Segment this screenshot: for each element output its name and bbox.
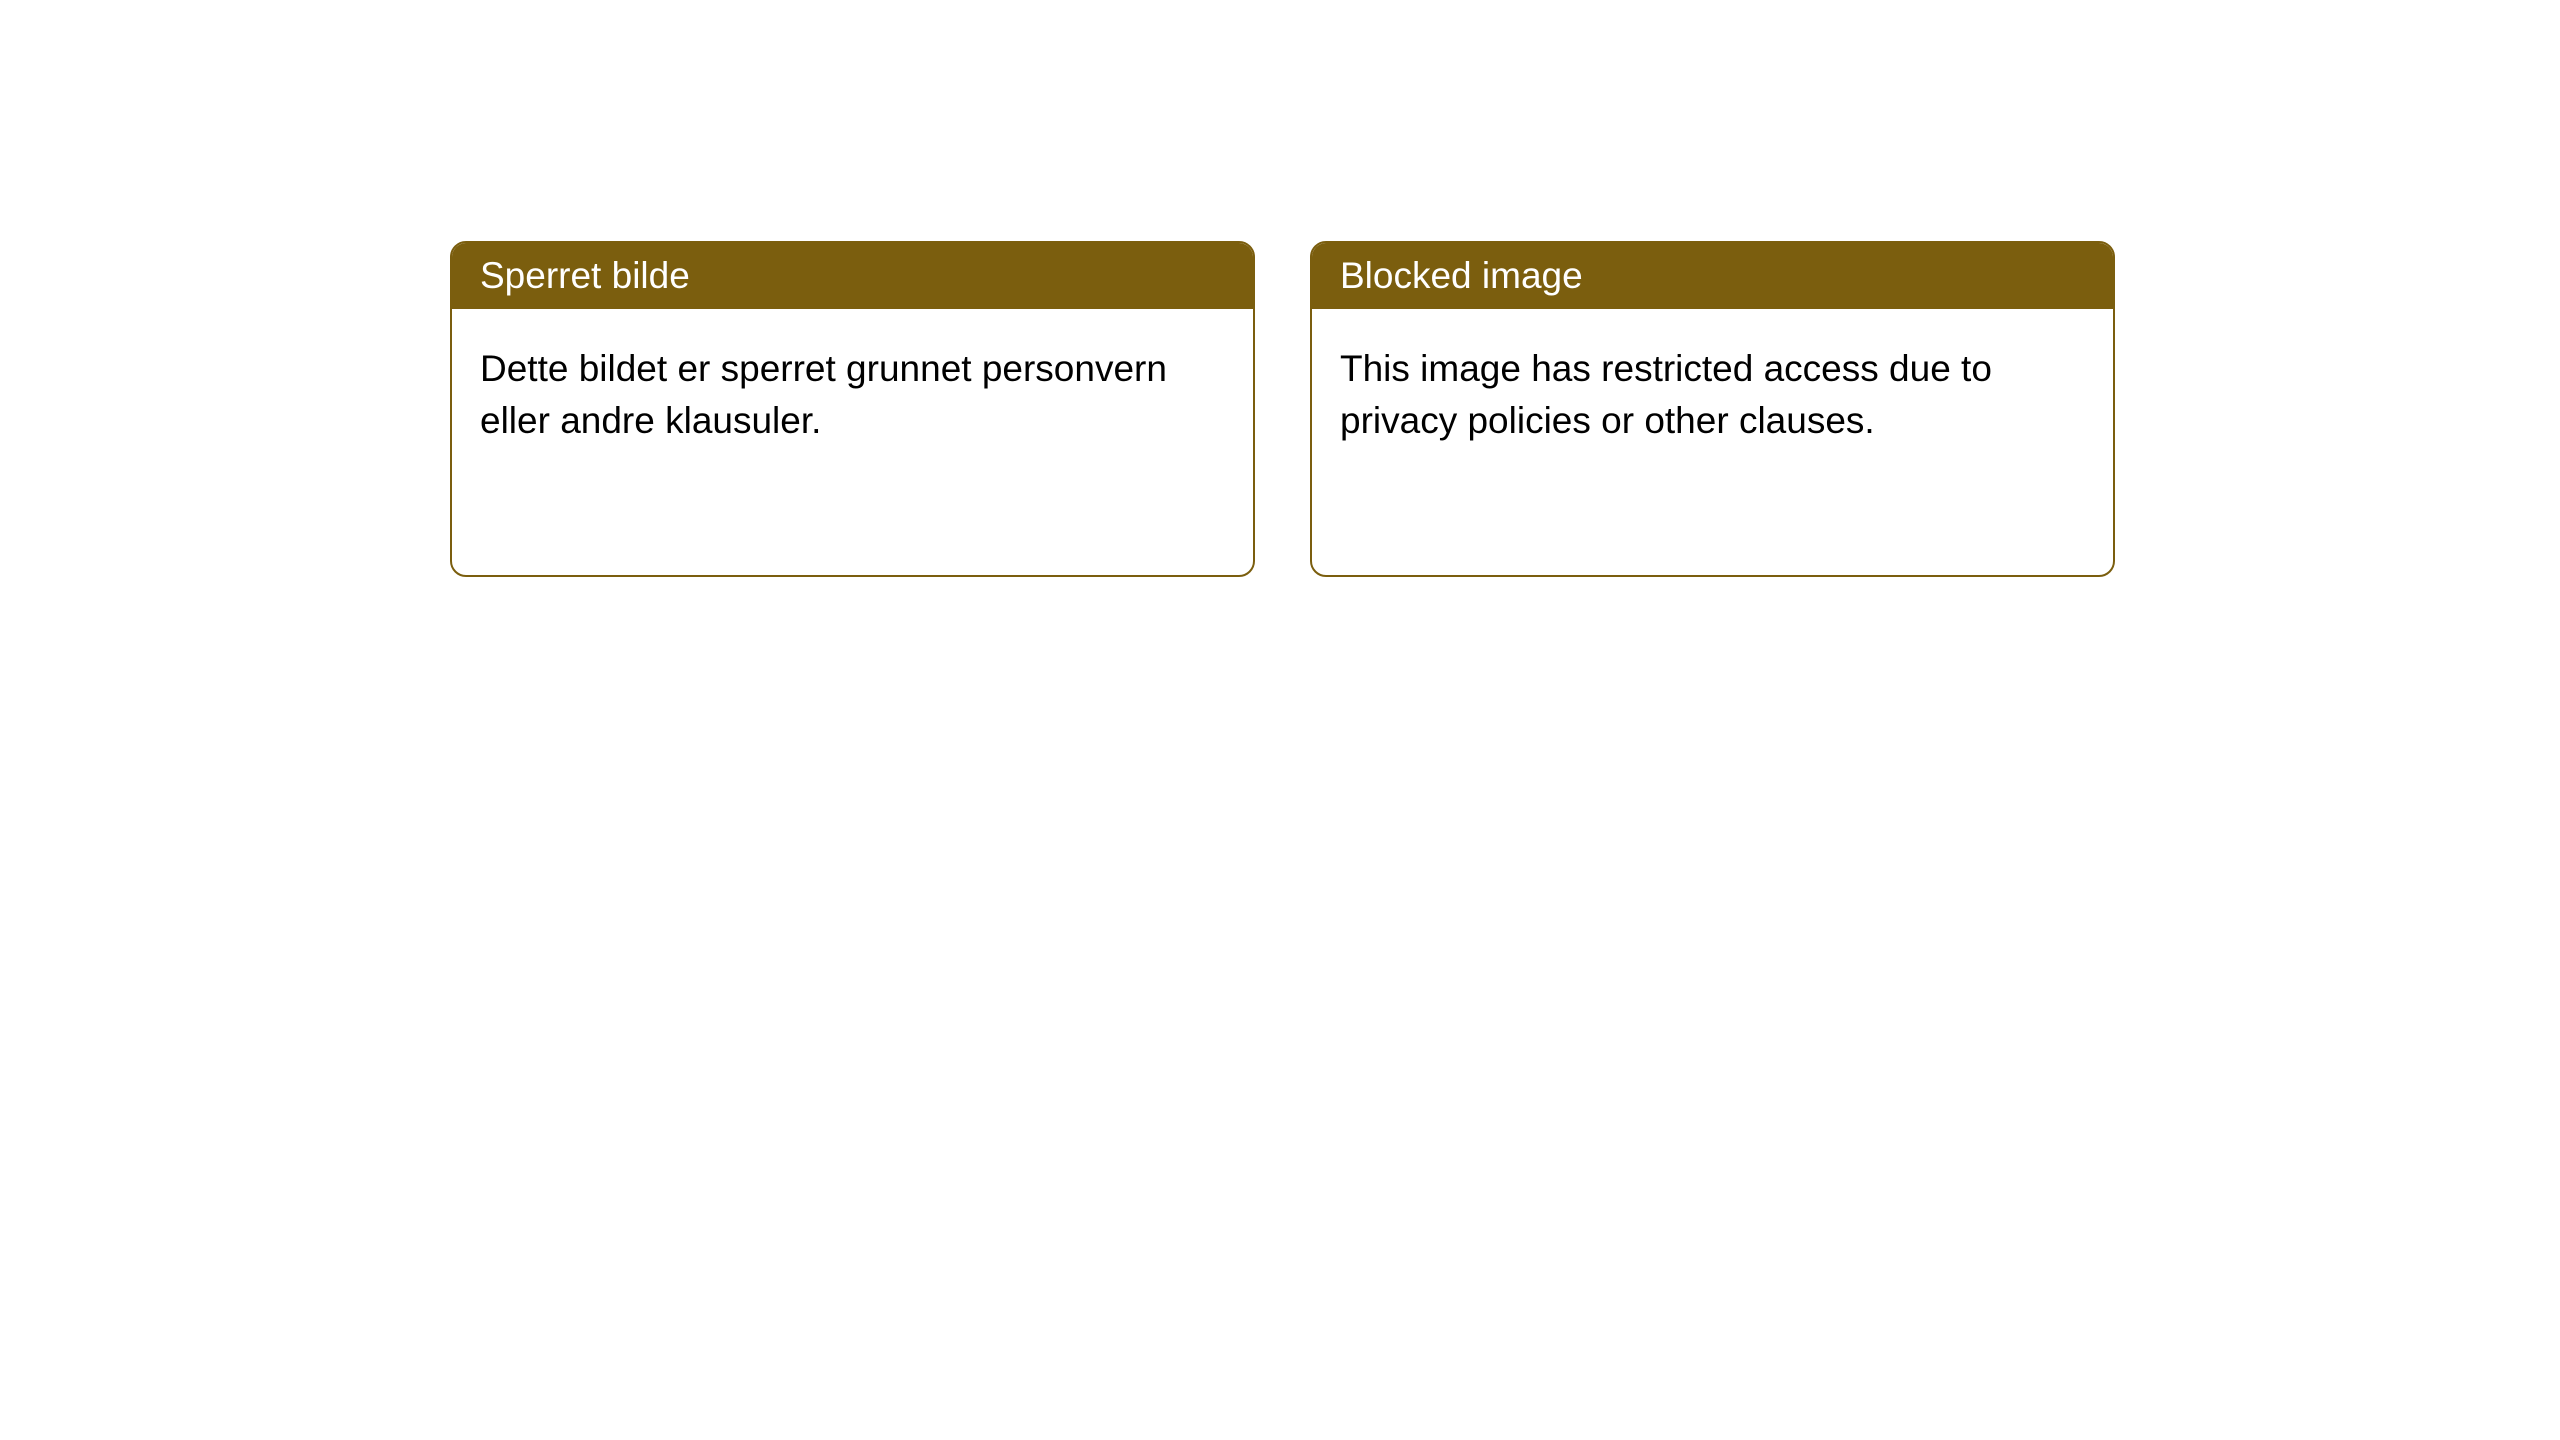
notice-title-english: Blocked image xyxy=(1312,243,2113,309)
notice-body-norwegian: Dette bildet er sperret grunnet personve… xyxy=(452,309,1253,481)
notice-card-english: Blocked image This image has restricted … xyxy=(1310,241,2115,577)
notice-title-norwegian: Sperret bilde xyxy=(452,243,1253,309)
notice-card-norwegian: Sperret bilde Dette bildet er sperret gr… xyxy=(450,241,1255,577)
notice-body-english: This image has restricted access due to … xyxy=(1312,309,2113,481)
notices-container: Sperret bilde Dette bildet er sperret gr… xyxy=(0,0,2560,577)
